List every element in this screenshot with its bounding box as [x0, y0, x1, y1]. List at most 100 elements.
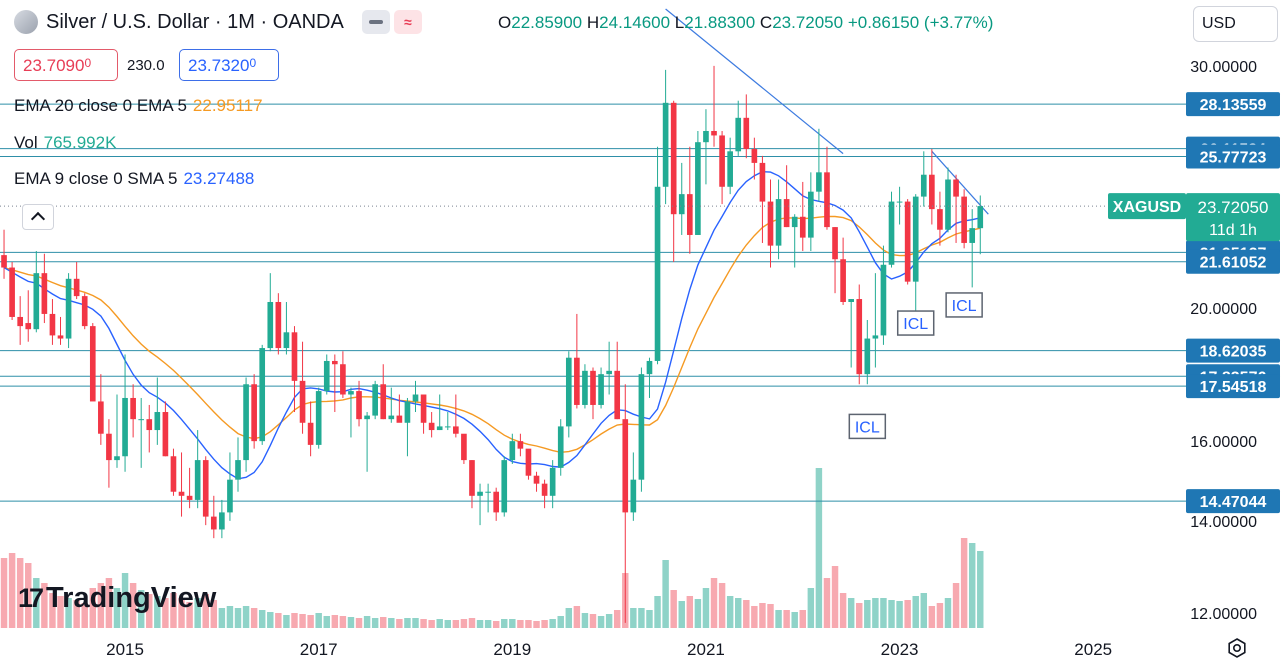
chart-title[interactable]: Silver / U.S. Dollar · 1M · OANDA: [46, 10, 344, 33]
candle: [65, 273, 72, 349]
candle-body: [735, 117, 742, 152]
volume-bar: [25, 563, 32, 628]
volume-bar: [331, 615, 339, 628]
candle-body: [315, 391, 322, 445]
volume-bar: [783, 610, 790, 628]
candle-body: [323, 360, 330, 392]
candle-body: [630, 479, 637, 513]
minus-icon[interactable]: [361, 10, 390, 34]
candle-body: [977, 206, 984, 229]
volume-bar: [654, 596, 661, 628]
candle-body: [929, 174, 935, 210]
candle: [759, 155, 766, 243]
candle: [646, 357, 653, 398]
candle: [622, 384, 629, 623]
candle: [202, 456, 209, 526]
ohlc-open-label: O: [498, 13, 512, 32]
indicator-ema20[interactable]: EMA 20 close 0 EMA 5 22.95117: [14, 96, 263, 116]
candle-body: [235, 460, 241, 480]
volume-bar: [743, 600, 750, 628]
buy-button[interactable]: 23.73200: [179, 49, 279, 81]
volume-bar: [541, 620, 548, 628]
tradingview-logo[interactable]: 17 TradingView: [18, 582, 216, 615]
candle: [122, 354, 128, 472]
candle: [848, 299, 855, 368]
chevron-up-icon[interactable]: [22, 204, 54, 230]
volume-bar: [49, 593, 56, 628]
y-tick-label: 12.00000: [1190, 606, 1257, 623]
candle: [49, 299, 56, 345]
spread-value: 230.0: [127, 57, 165, 74]
candle-body: [299, 380, 306, 423]
candle-body: [969, 228, 976, 243]
candle-body: [307, 422, 314, 445]
candle-body: [291, 332, 298, 381]
candle-body: [267, 301, 274, 349]
candle-body: [9, 267, 15, 317]
candle-body: [840, 259, 846, 302]
candle: [275, 293, 282, 355]
tradingview-wordmark: TradingView: [46, 582, 217, 614]
level-price-label: 25.77723: [1200, 149, 1267, 166]
candle: [154, 377, 161, 445]
candle: [138, 397, 145, 468]
candle-body: [549, 467, 556, 496]
volume-bar: [8, 553, 16, 628]
volume-bar: [573, 606, 581, 628]
candle: [929, 149, 935, 225]
candle: [299, 341, 306, 434]
indicator-ema20-value: 22.95117: [192, 96, 263, 115]
horizontal-levels-layer: 28.1355926.1158425.7772321.9512721.61052…: [0, 92, 1280, 514]
candle: [509, 433, 516, 464]
candle-body: [138, 419, 145, 421]
volume-bar: [33, 578, 40, 628]
candle: [598, 367, 604, 409]
candle: [210, 495, 217, 539]
candle: [348, 387, 354, 438]
gear-icon[interactable]: [1227, 638, 1247, 658]
ema9-line: [3, 170, 981, 480]
currency-selector[interactable]: USD: [1193, 6, 1278, 42]
candle-body: [259, 348, 266, 442]
candle-body: [646, 360, 653, 375]
volume-bar: [823, 578, 831, 628]
candle-body: [469, 460, 475, 496]
candle-body: [444, 426, 451, 428]
candle: [9, 261, 15, 320]
candle-body: [65, 278, 72, 339]
volume-bar: [97, 583, 105, 628]
candle-body: [541, 483, 548, 496]
candle-body: [154, 412, 161, 431]
candle: [517, 433, 524, 457]
candle: [638, 367, 645, 492]
volume-bar: [41, 583, 48, 628]
sell-button[interactable]: 23.70900: [14, 49, 118, 81]
candle: [912, 194, 919, 311]
candle-body: [49, 313, 56, 336]
indicator-ema9[interactable]: EMA 9 close 0 SMA 5 23.27488: [14, 169, 254, 189]
candle-body: [453, 426, 459, 434]
volume-bar: [977, 551, 984, 628]
candle-body: [25, 323, 32, 330]
candle: [590, 367, 596, 420]
candle: [243, 377, 249, 472]
candle: [315, 387, 322, 449]
candle: [783, 165, 790, 228]
candle: [469, 460, 475, 509]
volume-bar: [928, 606, 936, 628]
volume-bar: [581, 613, 589, 628]
candle-body: [848, 299, 855, 302]
wave-icon[interactable]: ≈: [393, 10, 422, 34]
volume-bar: [549, 619, 556, 628]
volume-bar: [856, 603, 863, 628]
sell-price: 23.7090: [23, 56, 85, 75]
candle-body: [808, 191, 814, 238]
candle: [775, 179, 782, 260]
volume-bar: [605, 614, 613, 628]
volume-bar: [210, 600, 218, 628]
volume-bar: [396, 619, 403, 628]
candle-body: [622, 419, 629, 513]
indicator-volume[interactable]: Vol 765.992K: [14, 133, 116, 153]
candle: [291, 326, 298, 413]
